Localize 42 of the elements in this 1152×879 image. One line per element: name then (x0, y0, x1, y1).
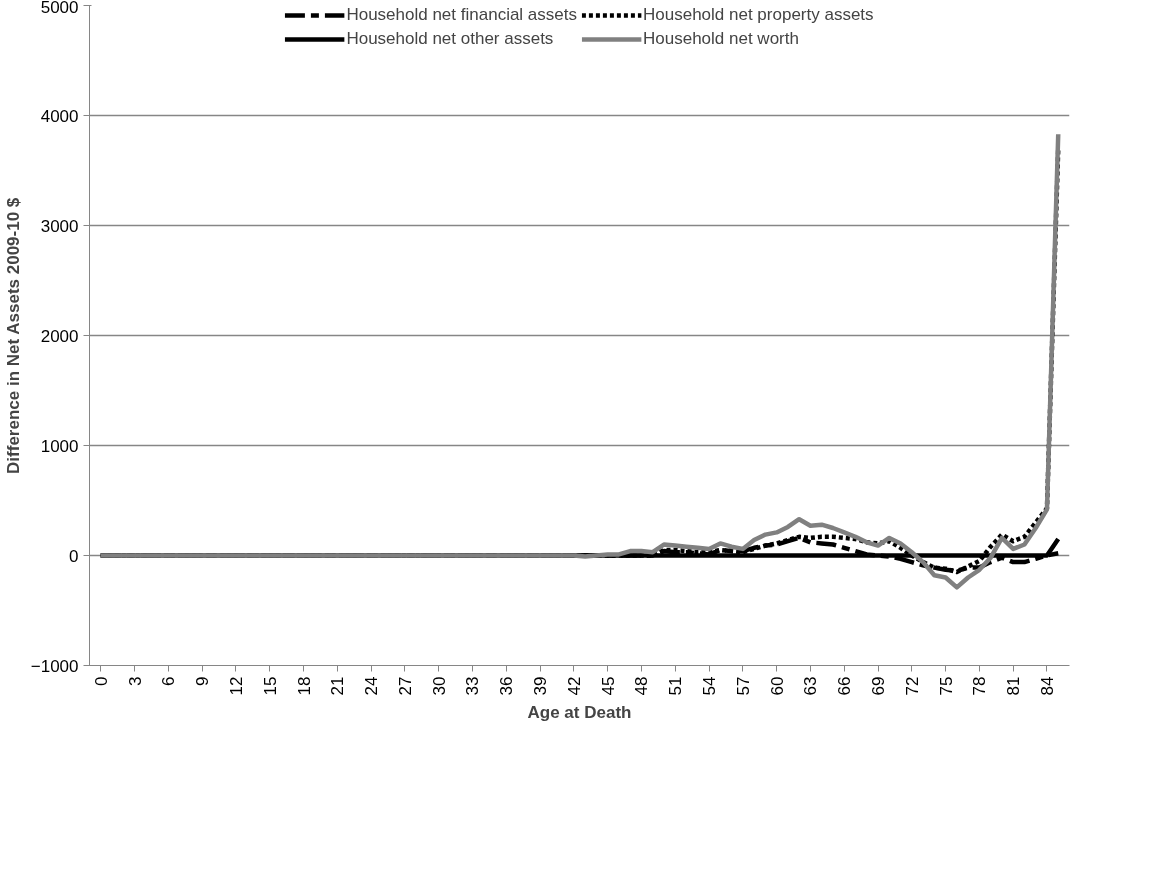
x-tick-label: 63 (801, 676, 821, 696)
x-tick-label: 66 (835, 676, 855, 696)
x-tick-label: 36 (497, 676, 517, 696)
x-tick-label: 30 (429, 676, 449, 696)
x-tick-label: 51 (666, 676, 686, 696)
legend-label: Household net financial assets (346, 5, 577, 25)
x-tick-label: 27 (395, 676, 415, 696)
y-axis-title: Difference in Net Assets 2009-10 $ (3, 197, 23, 474)
legend-label: Household net other assets (346, 29, 554, 49)
x-tick-label: 45 (598, 676, 618, 696)
x-tick-label: 6 (159, 676, 179, 686)
x-tick-label: 54 (700, 676, 720, 696)
y-tick-label: 2000 (40, 326, 79, 346)
x-tick-label: 0 (91, 676, 111, 686)
x-tick-label: 24 (362, 676, 382, 696)
x-tick-label: 84 (1037, 676, 1057, 696)
x-tick-label: 39 (531, 676, 551, 696)
x-tick-label: 15 (260, 676, 280, 696)
x-tick-label: 48 (632, 676, 652, 696)
x-axis-title: Age at Death (527, 703, 632, 723)
y-tick-label: 1000 (40, 436, 79, 456)
x-tick-label: 21 (328, 676, 348, 696)
y-tick-label: 5000 (40, 0, 79, 17)
x-tick-label: 78 (970, 676, 990, 696)
x-tick-label: 72 (902, 676, 922, 696)
x-tick-label: 81 (1004, 676, 1024, 696)
x-tick-label: 3 (125, 676, 145, 686)
x-tick-label: 12 (226, 676, 246, 696)
x-tick-label: 75 (936, 676, 956, 696)
x-tick-label: 69 (869, 676, 889, 696)
y-tick-label: 4000 (40, 106, 79, 126)
x-tick-label: 33 (463, 676, 483, 696)
x-tick-label: 18 (294, 676, 314, 696)
y-tick-label: 0 (69, 546, 79, 566)
x-tick-label: 9 (193, 676, 213, 686)
legend-label: Household net worth (643, 29, 799, 49)
legend-label: Household net property assets (643, 5, 874, 25)
y-tick-label: −1000 (30, 656, 79, 676)
x-tick-label: 57 (733, 676, 753, 696)
x-tick-label: 60 (767, 676, 787, 696)
x-tick-label: 42 (564, 676, 584, 696)
y-tick-label: 3000 (40, 216, 79, 236)
